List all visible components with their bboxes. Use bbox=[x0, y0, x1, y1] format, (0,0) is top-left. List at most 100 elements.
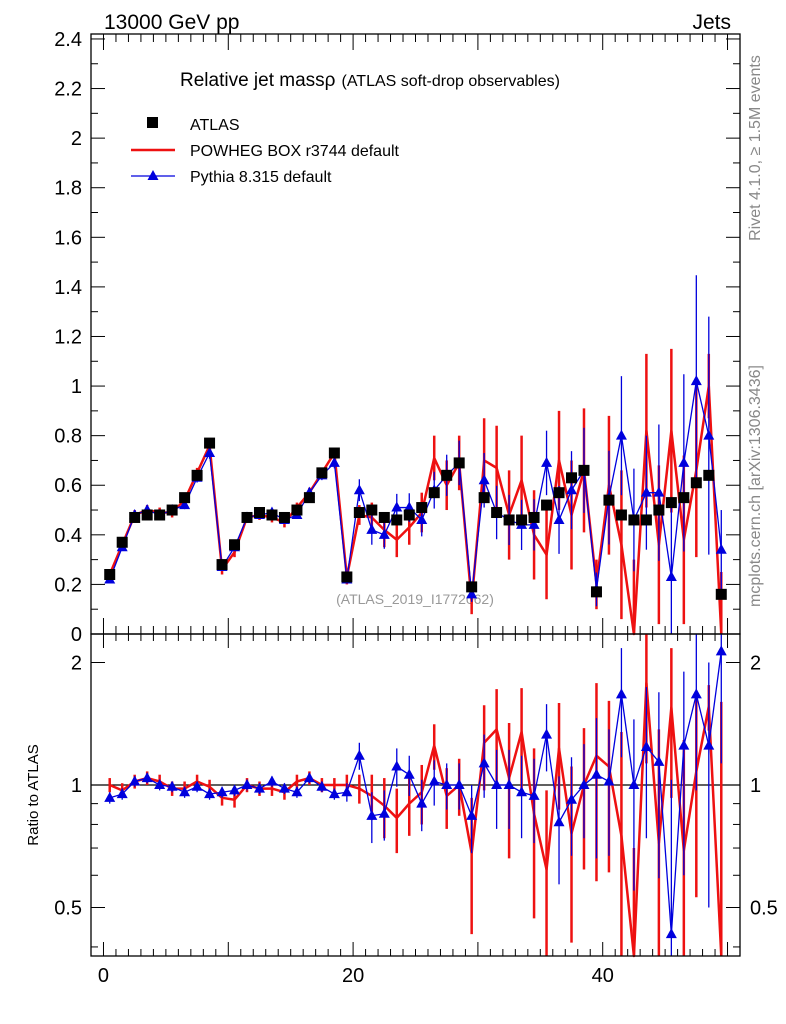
atlas-point bbox=[703, 469, 715, 481]
main-plot-frame bbox=[90, 33, 741, 635]
atlas-point bbox=[503, 514, 515, 526]
main-y-tick-label: 0.8 bbox=[54, 426, 82, 448]
ratio-pythia-point bbox=[191, 780, 203, 791]
pythia-point bbox=[678, 456, 690, 467]
pythia-point bbox=[366, 523, 378, 534]
atlas-point bbox=[516, 514, 528, 526]
pythia-point bbox=[466, 588, 478, 599]
atlas-point bbox=[628, 514, 640, 526]
atlas-point bbox=[341, 571, 353, 583]
atlas-point bbox=[253, 507, 265, 519]
atlas-point bbox=[316, 467, 328, 479]
ratio-pythia-point bbox=[491, 778, 503, 789]
legend-atlas-label: ATLAS bbox=[190, 117, 240, 134]
pythia-point bbox=[378, 528, 390, 539]
x-tick-label: 20 bbox=[342, 965, 364, 987]
ratio-pythia-point bbox=[516, 786, 528, 797]
atlas-point bbox=[453, 457, 465, 469]
atlas-point bbox=[603, 494, 615, 506]
ratio-pythia-point bbox=[303, 772, 315, 783]
atlas-point bbox=[241, 511, 253, 523]
ratio-pythia-point bbox=[678, 739, 690, 750]
ratio-pythia-point bbox=[166, 780, 178, 791]
atlas-point bbox=[378, 511, 390, 523]
atlas-point bbox=[441, 469, 453, 481]
main-y-tick-label: 0 bbox=[71, 624, 82, 646]
atlas-point bbox=[590, 586, 602, 598]
main-y-tick-label: 1 bbox=[71, 376, 82, 398]
ratio-pythia-point bbox=[391, 760, 403, 771]
atlas-point bbox=[328, 447, 340, 459]
atlas-point bbox=[428, 487, 440, 499]
atlas-point bbox=[353, 507, 365, 519]
atlas-point bbox=[665, 497, 677, 509]
ratio-panel: 0.5 0.51 12 20 20 40 Ratio to ATLAS bbox=[25, 633, 778, 987]
ratio-pythia-point bbox=[241, 778, 253, 789]
pythia-point bbox=[665, 570, 677, 581]
ratio-pythia-point bbox=[278, 782, 290, 793]
atlas-point bbox=[366, 504, 378, 516]
ratio-y-axis-label: Ratio to ATLAS bbox=[25, 744, 42, 845]
atlas-point bbox=[229, 539, 241, 551]
ratio-pythia-point bbox=[116, 788, 128, 799]
atlas-point bbox=[266, 509, 278, 521]
atlas-point bbox=[715, 588, 727, 600]
ratio-pythia-point bbox=[428, 775, 440, 786]
atlas-point bbox=[541, 499, 553, 511]
atlas-point bbox=[653, 504, 665, 516]
legend: ATLAS POWHEG BOX r3744 default Pythia 8.… bbox=[131, 117, 400, 186]
atlas-point bbox=[141, 509, 153, 521]
atlas-point bbox=[466, 581, 478, 593]
atlas-point bbox=[528, 511, 540, 523]
ratio-pythia-point bbox=[466, 809, 478, 820]
ratio-pythia-point bbox=[204, 788, 216, 799]
chart-subtitle: (ATLAS soft-drop observables) bbox=[341, 73, 559, 90]
ratio-pythia-point bbox=[603, 775, 615, 786]
atlas-point bbox=[216, 559, 228, 571]
atlas-point bbox=[104, 568, 116, 580]
ratio-powheg-line bbox=[109, 681, 723, 958]
ratio-pythia-point bbox=[715, 645, 727, 656]
ratio-pythia-point bbox=[665, 928, 677, 939]
main-y-tick-label: 0.6 bbox=[54, 475, 82, 497]
atlas-point bbox=[129, 511, 141, 523]
atlas-point bbox=[478, 492, 490, 504]
pythia-point bbox=[653, 486, 665, 497]
ratio-pythia-point bbox=[478, 757, 490, 768]
ratio-pythia-point bbox=[154, 778, 166, 789]
atlas-point bbox=[166, 504, 178, 516]
ratio-pythia-point bbox=[341, 786, 353, 797]
pythia-point bbox=[690, 375, 702, 386]
ratio-pythia-point bbox=[366, 809, 378, 820]
pythia-point bbox=[403, 501, 415, 512]
ratio-pythia-point bbox=[229, 784, 241, 795]
ratio-pythia-point bbox=[503, 778, 515, 789]
ratio-pythia-point bbox=[453, 778, 465, 789]
ratio-pythia-point bbox=[553, 816, 565, 827]
ratio-pythia-point bbox=[640, 740, 652, 751]
atlas-point bbox=[491, 507, 503, 519]
atlas-point bbox=[403, 509, 415, 521]
main-y-tick-label: 2.4 bbox=[54, 29, 82, 51]
pythia-point bbox=[204, 447, 216, 458]
atlas-point bbox=[191, 469, 203, 481]
pythia-point bbox=[615, 429, 627, 440]
ratio-pythia-point bbox=[316, 780, 328, 791]
ratio-pythia-point bbox=[216, 786, 228, 797]
ratio-pythia-point bbox=[690, 688, 702, 699]
ratio-pythia-point bbox=[578, 778, 590, 789]
ratio-y-tick-label-right: 0.5 bbox=[750, 897, 778, 919]
atlas-point bbox=[391, 514, 403, 526]
ratio-pythia-point bbox=[328, 788, 340, 799]
atlas-point bbox=[640, 514, 652, 526]
process-label: Jets bbox=[692, 11, 731, 34]
main-y-tick-label: 2.2 bbox=[54, 79, 82, 101]
x-tick-label: 0 bbox=[98, 965, 109, 987]
main-y-tick-label: 1.8 bbox=[54, 178, 82, 200]
legend-pythia-label: Pythia 8.315 default bbox=[190, 169, 332, 186]
atlas-point bbox=[553, 487, 565, 499]
ratio-y-tick-label-left: 2 bbox=[71, 653, 82, 675]
ratio-y-tick-label-right: 2 bbox=[750, 653, 761, 675]
ratio-pythia-point bbox=[541, 728, 553, 739]
ratio-y-tick-label-right: 1 bbox=[750, 775, 761, 797]
